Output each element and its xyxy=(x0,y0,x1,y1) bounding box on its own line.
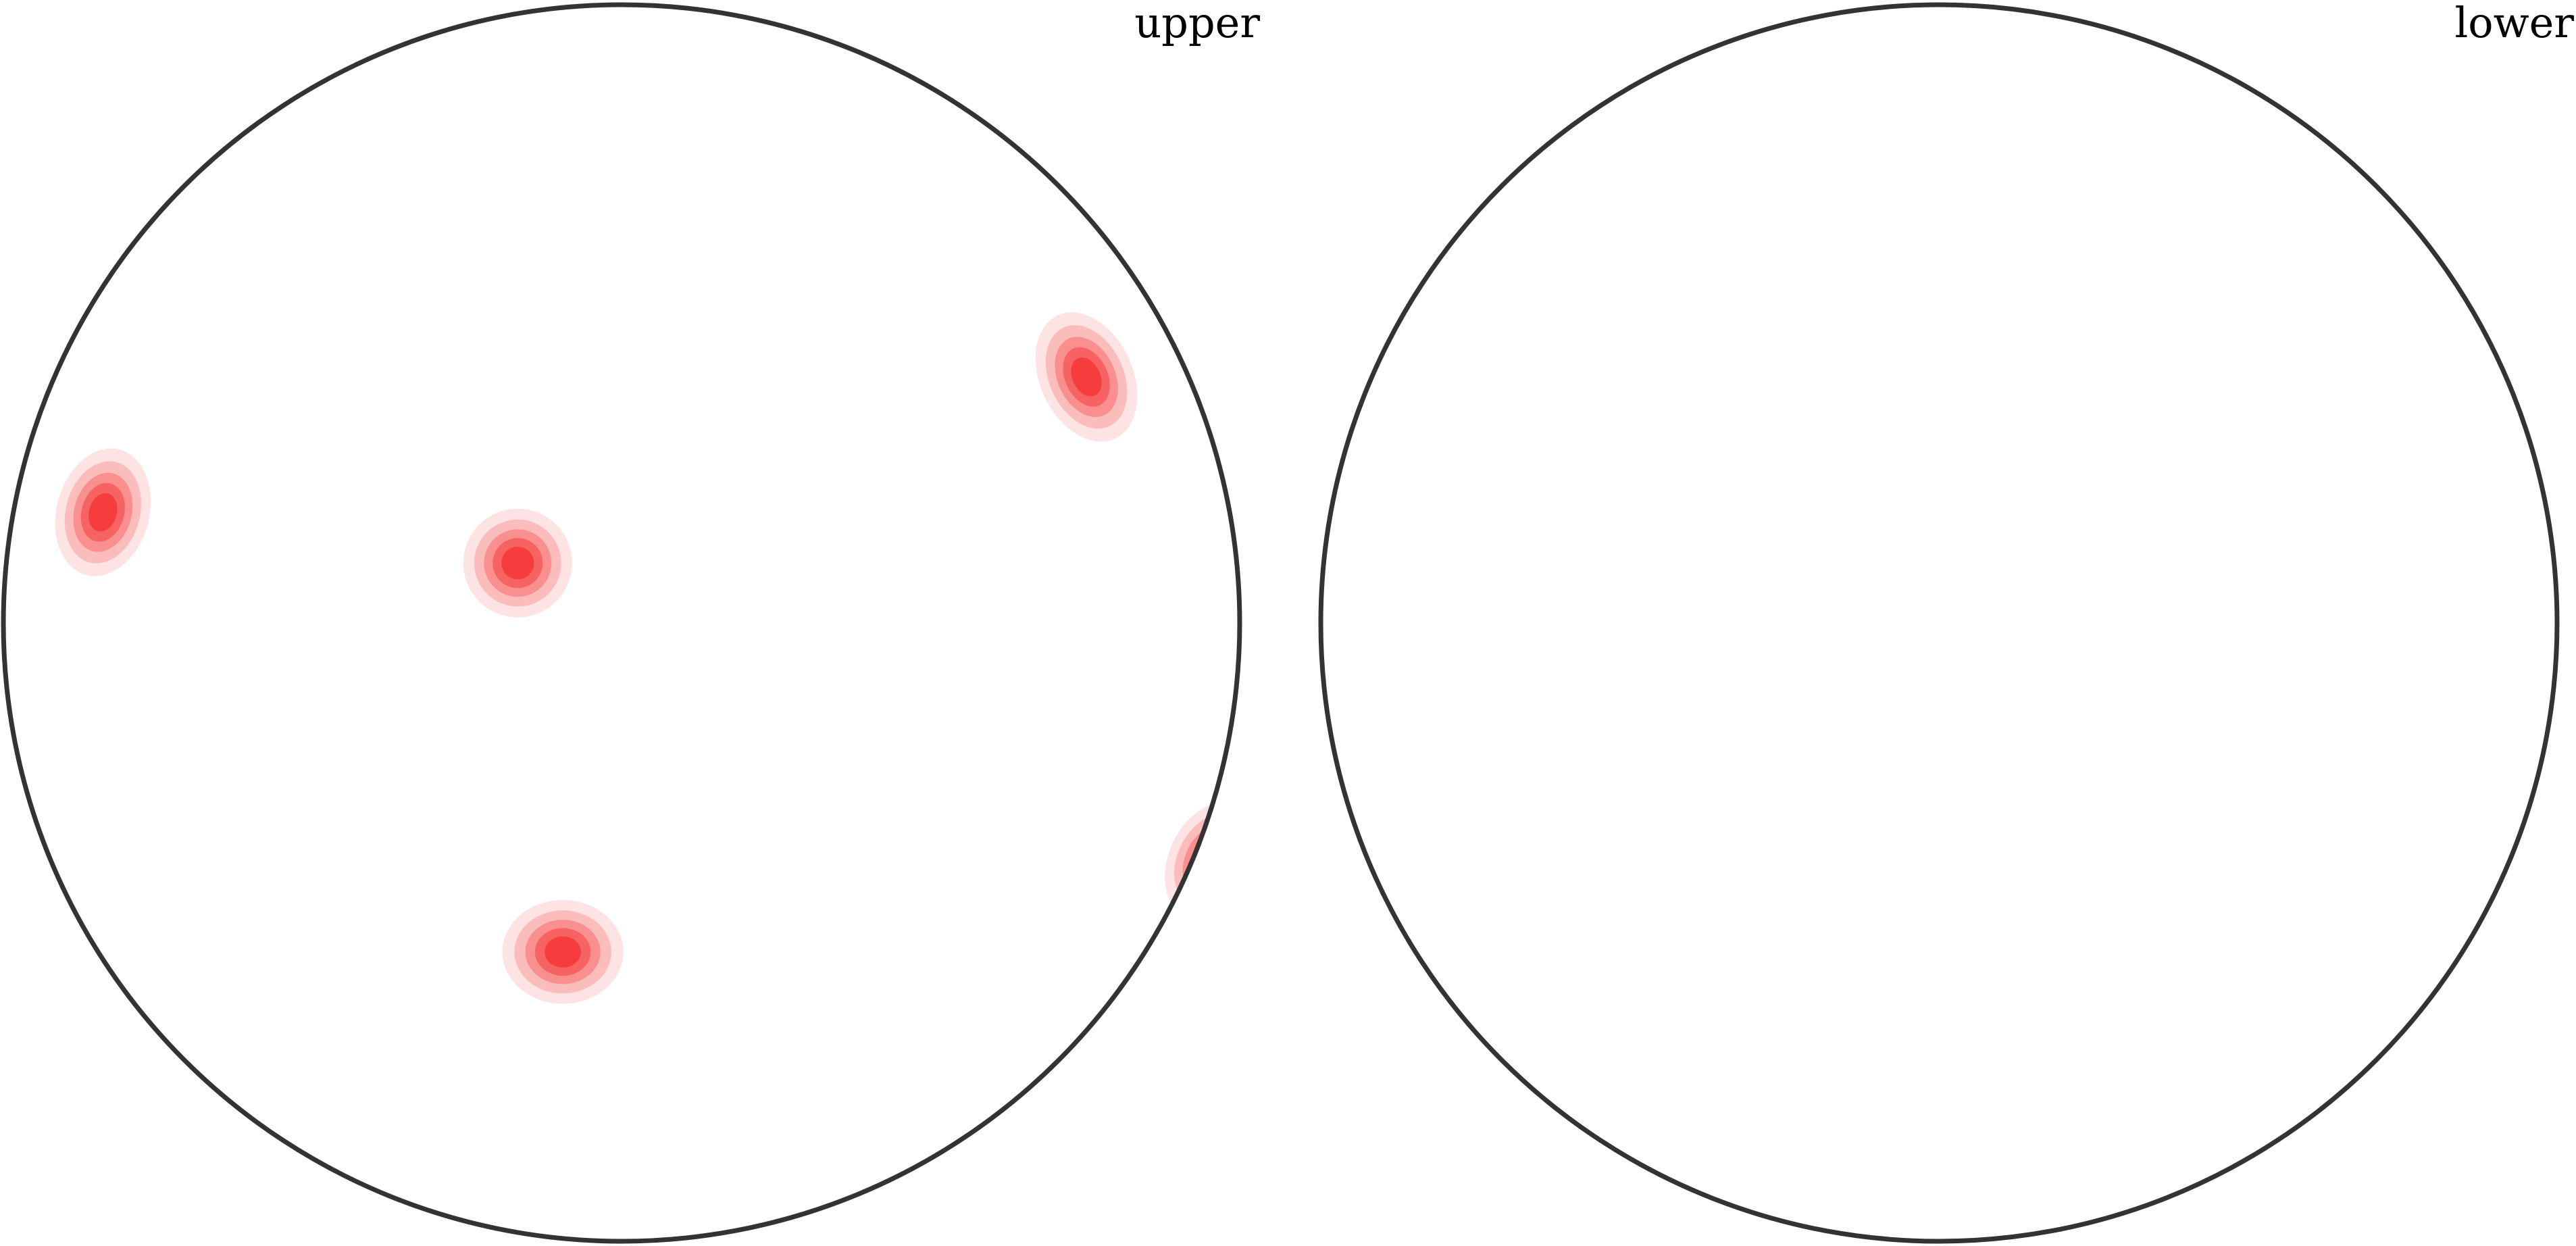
lower-hemisphere-circle xyxy=(1318,2,2560,1244)
upper-hemisphere-panel: upper xyxy=(1,0,1260,1244)
density-contour-upper-1-level-4 xyxy=(501,547,534,580)
density-contour-upper-0-level-4 xyxy=(89,493,118,532)
density-contour-upper-3-level-4 xyxy=(545,936,581,968)
density-contour-upper-2-level-4 xyxy=(1071,357,1102,397)
upper-density-contours xyxy=(55,312,1240,1004)
lower-hemisphere-label: lower xyxy=(2454,0,2574,47)
upper-hemisphere-circle xyxy=(1,2,1242,1244)
upper-hemisphere-label: upper xyxy=(1134,0,1260,47)
lower-hemisphere-panel: lower xyxy=(1318,0,2574,1244)
